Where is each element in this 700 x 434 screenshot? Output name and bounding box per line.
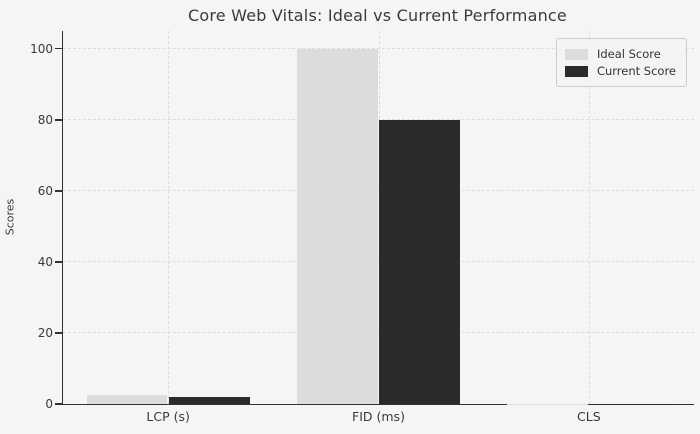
legend: Ideal Score Current Score [555,38,687,87]
y-axis-tick [55,48,62,50]
legend-entry-current: Current Score [564,64,676,78]
bar-ideal-0 [86,395,168,404]
legend-label-ideal: Ideal Score [596,47,661,61]
y-tick-label: 20 [37,325,53,340]
chart-title: Core Web Vitals: Ideal vs Current Perfor… [188,6,567,25]
y-tick-label: 40 [37,254,53,269]
x-tick-label: CLS [577,409,601,424]
bar-current-0 [168,396,250,404]
plot-area: 0 20 40 60 80 100 LCP (s) FID (ms) CLS [30,31,694,424]
y-axis-tick [55,190,62,192]
y-tick-label: 0 [45,397,53,411]
y-tick-label: 80 [37,112,53,127]
current-score-swatch-icon [564,65,588,77]
gridline-vertical [378,31,380,404]
x-tick-label: LCP (s) [146,409,190,424]
y-axis-tick [55,119,62,121]
gridline-vertical [588,31,590,404]
y-axis-tick [55,261,62,263]
y-axis-label: Scores [3,198,17,236]
legend-label-current: Current Score [596,64,676,78]
x-tick-label: FID (ms) [352,409,405,424]
bar-ideal-1 [297,48,378,404]
bar-current-1 [379,119,460,404]
ideal-score-swatch-icon [564,48,588,60]
y-tick-label: 60 [37,183,53,198]
gridline-vertical [168,31,170,404]
y-axis-tick [55,403,62,405]
y-tick-label: 100 [30,41,53,56]
y-axis-tick [55,332,62,334]
legend-entry-ideal: Ideal Score [564,47,676,61]
